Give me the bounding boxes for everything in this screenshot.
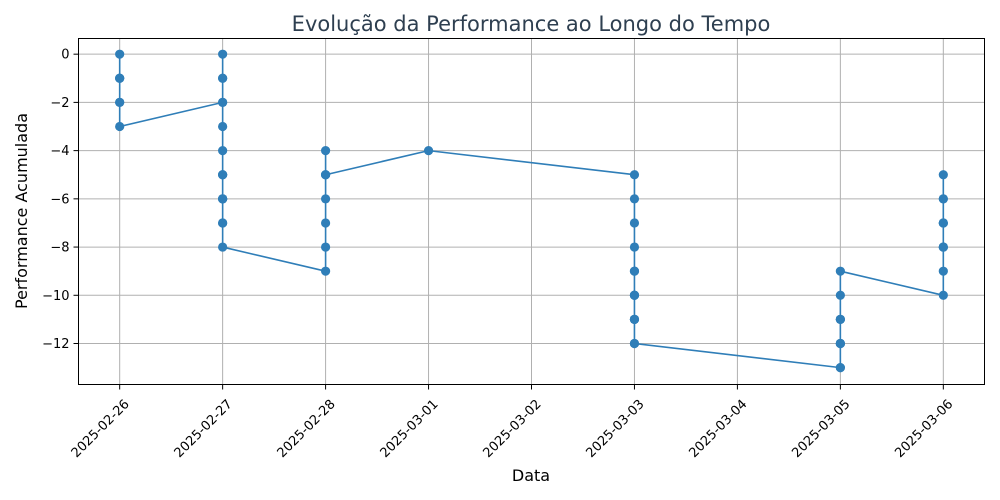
x-tick-label-7: 2025-03-05 xyxy=(789,397,853,461)
x-tick-label-5: 2025-03-03 xyxy=(583,397,647,461)
data-point xyxy=(629,242,640,252)
data-point xyxy=(629,314,640,324)
data-point xyxy=(938,266,948,276)
data-point xyxy=(835,266,845,276)
chart-title: Evolução da Performance ao Longo do Temp… xyxy=(292,12,771,36)
data-point xyxy=(938,290,948,300)
data-point xyxy=(835,338,845,349)
grid-layer xyxy=(78,38,985,385)
data-point xyxy=(629,218,640,228)
y-tick-label-6: −12 xyxy=(42,337,69,352)
line-layer xyxy=(118,53,945,369)
x-tick-label-6: 2025-03-04 xyxy=(686,397,750,461)
data-point xyxy=(629,338,640,349)
point-layer xyxy=(115,49,948,373)
x-tick-label-1: 2025-02-27 xyxy=(172,397,236,461)
data-point xyxy=(320,242,331,252)
data-point xyxy=(115,97,125,107)
y-axis-label: Performance Acumulada xyxy=(12,113,31,309)
data-point xyxy=(629,290,640,300)
data-point xyxy=(218,49,228,59)
x-axis-label: Data xyxy=(512,466,550,485)
data-point xyxy=(320,170,331,180)
data-point xyxy=(115,49,125,59)
x-tick-label-2: 2025-02-28 xyxy=(275,397,339,461)
y-tick-label-1: −2 xyxy=(50,96,69,111)
data-point xyxy=(835,363,845,373)
data-point xyxy=(629,266,640,276)
data-point xyxy=(835,314,845,324)
data-point xyxy=(938,194,948,204)
data-point xyxy=(218,121,228,132)
data-point xyxy=(218,170,228,180)
x-tick-label-3: 2025-03-01 xyxy=(378,397,442,461)
data-point xyxy=(835,290,845,300)
data-point xyxy=(629,170,640,180)
data-point xyxy=(218,97,228,107)
data-point xyxy=(218,194,228,204)
series-line-0 xyxy=(118,53,945,369)
data-point xyxy=(320,218,331,228)
data-point xyxy=(218,146,228,156)
data-point xyxy=(423,146,434,156)
data-point xyxy=(938,170,948,180)
data-point xyxy=(115,121,125,132)
data-point xyxy=(938,242,948,252)
tick-layer: 2025-02-26 2025-02-27 2025-02-28 2025-03-01… xyxy=(42,48,956,461)
data-point xyxy=(320,146,331,156)
y-tick-label-2: −4 xyxy=(50,144,69,159)
data-point xyxy=(218,73,228,83)
data-point xyxy=(218,218,228,228)
data-point xyxy=(218,242,228,252)
x-tick-label-4: 2025-03-02 xyxy=(481,397,545,461)
data-point xyxy=(115,73,125,83)
y-tick-label-4: −8 xyxy=(50,241,69,256)
data-point xyxy=(938,218,948,228)
data-point xyxy=(320,266,331,276)
y-tick-label-5: −10 xyxy=(42,289,69,304)
y-tick-label-3: −6 xyxy=(50,192,69,207)
x-tick-label-8: 2025-03-06 xyxy=(892,397,956,461)
y-tick-label-0: 0 xyxy=(61,48,69,63)
x-tick-label-0: 2025-02-26 xyxy=(69,397,133,461)
data-point xyxy=(629,194,640,204)
data-point xyxy=(320,194,331,204)
